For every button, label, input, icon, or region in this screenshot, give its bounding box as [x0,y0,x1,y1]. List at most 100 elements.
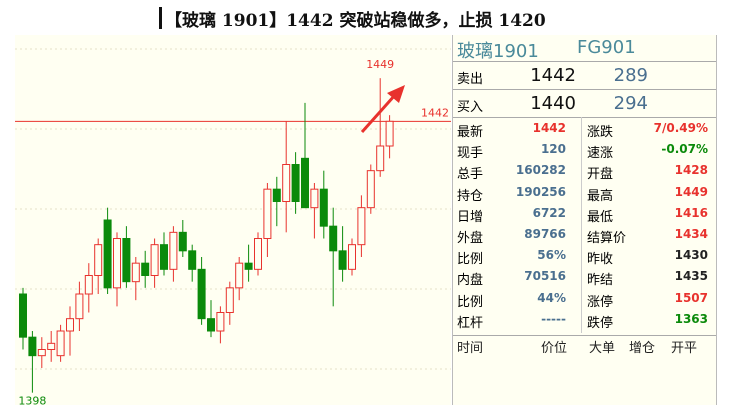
field-label: 结算价 [587,231,627,246]
row-separator [453,335,716,336]
field-label: 最低 [587,209,614,225]
contract-code: FG901 [577,37,636,58]
candle-body [254,238,262,270]
field-label: 昨结 [587,273,614,289]
bid-volume: 294 [613,93,648,114]
field-label: 最新 [457,125,484,140]
contract-name: 玻璃1901 [457,41,539,62]
field-value: 1363 [674,311,708,326]
candle-body [19,293,27,338]
candle-body [188,250,197,270]
field-value: 1442 [532,121,566,135]
field-label: 杠杆 [457,315,484,331]
footer-label: 开平 [671,341,698,356]
candle-body [244,262,253,270]
candle-body [282,164,291,202]
candle-body [235,262,244,289]
field-value: 1416 [674,205,708,220]
field-value: 70516 [524,269,566,284]
field-value: ----- [541,311,566,326]
candle-body [348,244,356,270]
candle-body [376,145,385,172]
low-label: 1398 [18,395,46,405]
field-label: 比例 [457,252,484,268]
candle-body [197,268,206,320]
field-label: 开盘 [587,167,614,183]
title-bar [159,7,162,29]
candle-body [131,262,140,283]
field-label: 比例 [457,294,484,310]
ask-price: 1442 [530,65,576,86]
field-value: 1449 [674,184,708,199]
field-label: 总手 [457,167,484,183]
field-label: 外盘 [457,231,484,246]
field-label: 持仓 [457,188,484,204]
field-value: 56% [537,248,566,263]
candle-body [56,330,65,357]
candle-body [113,238,121,289]
footer-label: 增仓 [629,341,656,356]
field-value: 1435 [674,269,708,284]
candle-body [66,318,74,332]
field-value: 1428 [674,163,708,178]
candle-body [160,244,168,270]
bid-label: 买入 [457,100,484,115]
candle-body [225,287,234,313]
row-separator [453,89,716,90]
candle-body [207,318,215,332]
candle-body [263,188,272,240]
candle-body [310,188,319,209]
candle-body [385,120,394,147]
candle-body [178,231,187,252]
ask-volume: 289 [613,65,648,86]
footer-label: 时间 [457,341,484,356]
candle-body [357,207,366,246]
field-value: -0.07% [661,142,708,157]
candle-body [47,342,56,351]
field-label: 速涨 [587,146,614,162]
candle-body [84,275,93,295]
candle-body [366,170,375,209]
candle-body [94,244,103,277]
field-label: 涨跌 [587,125,614,140]
candle-body [291,164,300,202]
field-value: 190256 [515,184,566,199]
arrow-head [387,85,405,103]
candle-body [329,225,338,252]
candle-body [141,262,150,277]
candle-body [150,244,159,277]
field-label: 日增 [457,209,484,225]
row-separator [453,61,716,62]
field-value: 120 [540,142,566,157]
field-label: 最高 [587,188,614,204]
candle-body [338,250,347,270]
candle-chart: 1442 1449 1398 [15,35,451,405]
field-value: 7/0.49% [653,121,708,135]
field-value: 1430 [674,248,708,263]
candle-body [301,157,309,209]
candle-body [169,231,178,270]
field-value: 1507 [674,290,708,305]
candle-body [103,219,112,289]
field-value: 160282 [515,163,566,178]
candle-body [122,238,131,283]
field-value: 6722 [532,205,566,220]
field-label: 跌停 [587,315,614,331]
field-label: 昨收 [587,252,614,268]
candle-body [37,349,46,357]
field-label: 现手 [457,146,484,162]
footer-label: 大单 [589,341,616,356]
field-value: 89766 [524,227,566,241]
bid-price: 1440 [530,93,576,114]
field-label: 涨停 [587,294,614,310]
field-value: 1434 [674,227,708,241]
title: 【玻璃 1901】1442 突破站稳做多，止损 1420 [165,11,546,31]
candle-body [216,312,225,332]
field-value: 44% [537,290,566,305]
grid [15,48,451,370]
ask-label: 卖出 [457,72,484,87]
quote-panel: 玻璃1901 FG901 卖出 1442 289 买入 1440 294 最新 1442 涨跌 7/0… [452,35,717,405]
high-label: 1449 [366,58,394,71]
candle-body [75,293,84,320]
